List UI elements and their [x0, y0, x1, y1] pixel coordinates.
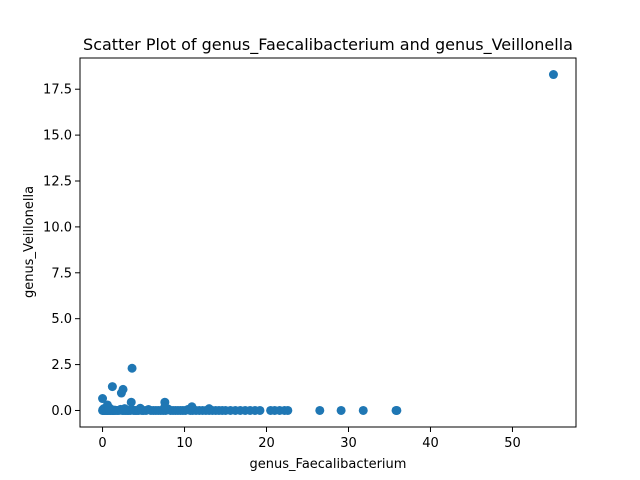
data-point — [315, 405, 325, 415]
y-tick-label: 2.5 — [51, 358, 72, 373]
y-tick-label: 5.0 — [51, 312, 72, 327]
x-tick-label: 20 — [258, 436, 275, 451]
x-tick-label: 10 — [176, 436, 193, 451]
data-point — [118, 384, 128, 394]
data-point — [104, 403, 114, 413]
x-axis-ticks: 0 10 20 30 40 50 — [98, 427, 521, 451]
plot-frame — [79, 57, 577, 428]
data-point — [160, 402, 170, 412]
x-tick-label: 50 — [504, 436, 521, 451]
data-point — [187, 402, 197, 412]
data-point — [548, 70, 558, 80]
y-axis-ticks: 0.0 2.5 5.0 7.5 10.0 12.5 15.0 17.5 — [43, 83, 80, 419]
y-tick-label: 7.5 — [51, 266, 72, 281]
data-point — [126, 397, 136, 407]
y-axis-label: genus_Veillonella — [22, 186, 37, 298]
data-point — [336, 405, 346, 415]
data-point — [98, 394, 108, 404]
x-axis-label: genus_Faecalibacterium — [250, 457, 407, 472]
x-tick-label: 0 — [98, 436, 106, 451]
data-point — [255, 405, 265, 415]
data-points — [98, 70, 558, 415]
data-point — [283, 405, 293, 415]
data-point — [204, 404, 214, 414]
data-point — [120, 404, 130, 414]
y-tick-label: 15.0 — [43, 129, 72, 144]
y-tick-label: 10.0 — [43, 220, 72, 235]
data-point — [127, 363, 137, 373]
x-tick-label: 30 — [340, 436, 357, 451]
y-tick-label: 0.0 — [51, 404, 72, 419]
data-point — [392, 405, 402, 415]
data-point — [358, 405, 368, 415]
data-point — [107, 382, 117, 392]
x-tick-label: 40 — [422, 436, 439, 451]
y-tick-label: 12.5 — [43, 175, 72, 190]
y-tick-label: 17.5 — [43, 83, 72, 98]
chart-title: Scatter Plot of genus_Faecalibacterium a… — [83, 35, 573, 55]
